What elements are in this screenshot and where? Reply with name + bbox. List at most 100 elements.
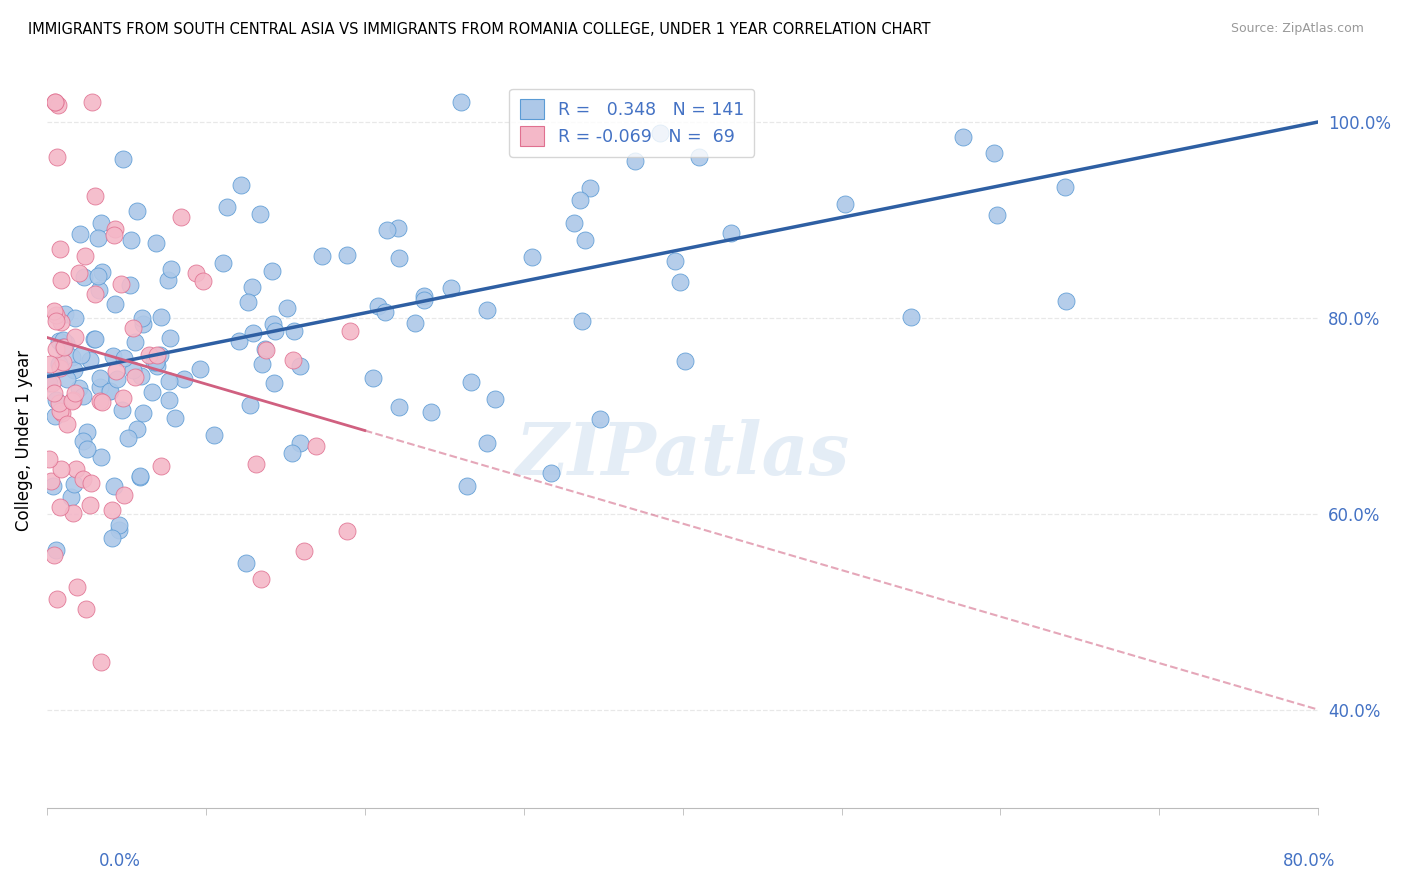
Point [460, 375, 482, 389]
Point [520, 250, 543, 264]
Point [122, 363, 145, 377]
Point [90, 395, 112, 409]
Point [124, 370, 146, 384]
Point [101, 503, 124, 517]
Point [48, 500, 70, 515]
Point [103, 228, 125, 243]
Point [163, 410, 186, 425]
Text: Source: ZipAtlas.com: Source: ZipAtlas.com [1230, 22, 1364, 36]
Point [44, 548, 66, 562]
Point [120, 277, 142, 292]
Point [72, 434, 94, 448]
Point [388, 252, 411, 266]
Point [288, 359, 311, 374]
Point [98, 384, 121, 399]
Point [212, 256, 235, 270]
Point [834, 197, 856, 211]
Point [280, 446, 302, 460]
Point [336, 248, 359, 262]
Point [117, 432, 139, 446]
Point [76, 425, 98, 439]
Point [56, 372, 79, 386]
Point [87, 231, 110, 245]
Point [105, 372, 128, 386]
Point [160, 261, 183, 276]
Point [375, 223, 398, 237]
Point [45, 309, 67, 323]
Point [89, 283, 111, 297]
Point [49, 315, 72, 329]
Text: IMMIGRANTS FROM SOUTH CENTRAL ASIA VS IMMIGRANTS FROM ROMANIA COLLEGE, UNDER 1 Y: IMMIGRANTS FROM SOUTH CENTRAL ASIA VS IM… [28, 22, 931, 37]
Point [238, 294, 260, 309]
Point [72, 472, 94, 486]
Point [574, 233, 596, 247]
Point [264, 324, 287, 338]
Point [79, 475, 101, 490]
Point [63, 363, 86, 377]
Point [131, 310, 153, 325]
Point [42, 478, 65, 492]
Point [70, 348, 93, 362]
Point [571, 314, 593, 328]
Point [62, 506, 84, 520]
Point [55, 417, 77, 431]
Point [53, 340, 76, 354]
Point [98, 384, 121, 399]
Point [42, 304, 65, 318]
Point [42, 386, 65, 401]
Point [46, 150, 69, 164]
Point [1054, 180, 1077, 194]
Point [367, 299, 389, 313]
Point [46, 98, 69, 112]
Point [281, 353, 304, 368]
Point [112, 488, 135, 502]
Point [650, 126, 672, 140]
Point [39, 357, 62, 371]
Point [688, 150, 710, 164]
Point [217, 200, 239, 214]
Point [292, 544, 315, 558]
Point [89, 393, 111, 408]
Point [124, 334, 146, 349]
Point [129, 470, 152, 484]
Point [105, 364, 128, 378]
Point [111, 392, 134, 406]
Point [146, 359, 169, 374]
Point [579, 181, 602, 195]
Point [129, 469, 152, 483]
Point [336, 524, 359, 539]
Point [48, 395, 70, 409]
Point [110, 277, 132, 292]
Point [60, 490, 83, 504]
Point [170, 211, 193, 225]
Point [108, 517, 131, 532]
Point [475, 303, 498, 318]
Point [104, 221, 127, 235]
Point [254, 343, 277, 357]
Point [283, 324, 305, 338]
Point [90, 655, 112, 669]
Point [49, 242, 72, 256]
Point [103, 349, 125, 363]
Point [48, 357, 70, 371]
Point [49, 273, 72, 287]
Point [103, 479, 125, 493]
Point [673, 353, 696, 368]
Point [63, 330, 86, 344]
Point [53, 307, 76, 321]
Point [60, 394, 83, 409]
Point [114, 351, 136, 366]
Point [569, 194, 592, 208]
Point [419, 405, 441, 419]
Point [720, 226, 742, 240]
Point [150, 459, 173, 474]
Point [138, 348, 160, 362]
Point [65, 462, 87, 476]
Point [202, 427, 225, 442]
Point [52, 340, 75, 354]
Point [450, 95, 472, 110]
Point [84, 332, 107, 346]
Point [121, 321, 143, 335]
Point [240, 279, 263, 293]
Point [242, 326, 264, 341]
